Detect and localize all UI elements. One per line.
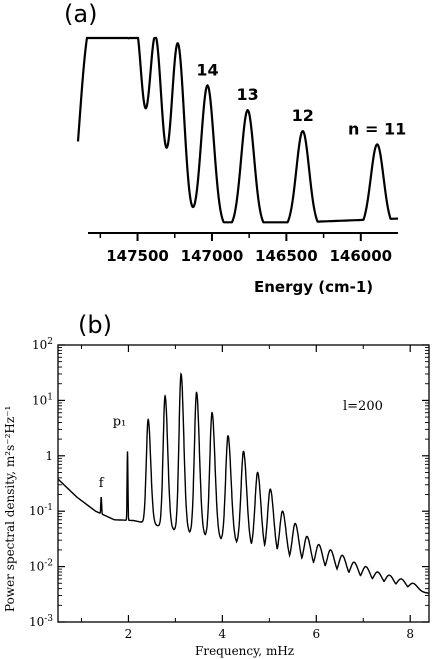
panel-a-peak-label: 13 xyxy=(237,85,259,104)
panel-a-x-ticks: 147500 147000 146500 146000 xyxy=(99,233,392,265)
panel-a-x-tick-label: 146500 xyxy=(255,247,318,265)
panel-a-peak-label: n = 11 xyxy=(348,119,406,138)
panel-b-x-tick-label: 6 xyxy=(312,627,320,641)
panel-a-peak-label: 12 xyxy=(292,106,314,125)
panel-b-peak-annotation: f xyxy=(99,476,105,491)
panel-b-y-tick-label: 10-1 xyxy=(29,503,53,518)
panel-b-x-tick-label: 8 xyxy=(406,627,414,641)
panel-a-label: (a) xyxy=(64,0,97,28)
panel-a: (a) 147500 147000 146500 146000 14 13 12 n = 1… xyxy=(64,0,406,296)
panel-b-y-tick-label: 101 xyxy=(32,392,53,407)
panel-b-x-tick-label: 4 xyxy=(219,627,227,641)
panel-a-peak-label: 14 xyxy=(196,61,218,80)
panel-a-spectrum-line xyxy=(76,36,398,224)
panel-b-x-axis-label: Frequency, mHz xyxy=(195,644,294,658)
panel-b-peak-annotations: f p₁ xyxy=(99,414,126,491)
panel-b-x-ticks: 2 4 6 8 xyxy=(80,345,414,641)
panel-a-x-tick-label: 146000 xyxy=(329,247,392,265)
panel-a-peak-labels: 14 13 12 n = 11 xyxy=(196,61,406,139)
panel-a-x-tick-label: 147000 xyxy=(181,247,244,265)
panel-b-x-tick-label: 2 xyxy=(125,627,133,641)
panel-b-spectrum-line xyxy=(57,372,430,594)
panel-b-y-tick-label: 1 xyxy=(45,449,53,463)
panel-b: (b) 10-3 10-2 10-1 1 101 102 2 4 6 8 l=200 f p₁ F… xyxy=(3,311,430,658)
panel-a-x-axis-label: Energy (cm-1) xyxy=(254,278,373,296)
panel-a-x-tick-label: 147500 xyxy=(106,247,169,265)
panel-b-plot-frame xyxy=(57,344,430,623)
panel-b-corner-annotation: l=200 xyxy=(343,399,383,414)
panel-b-y-axis-label: Power spectral density, m²s⁻²Hz⁻¹ xyxy=(3,406,17,612)
panel-b-y-ticks: 10-3 10-2 10-1 1 101 102 xyxy=(29,337,429,629)
panel-b-label: (b) xyxy=(78,311,112,339)
panel-b-peak-annotation: p₁ xyxy=(113,414,127,429)
panel-b-y-tick-label: 102 xyxy=(32,337,53,352)
panel-b-y-tick-label: 10-2 xyxy=(29,559,53,574)
panel-b-y-tick-label: 10-3 xyxy=(29,614,53,629)
